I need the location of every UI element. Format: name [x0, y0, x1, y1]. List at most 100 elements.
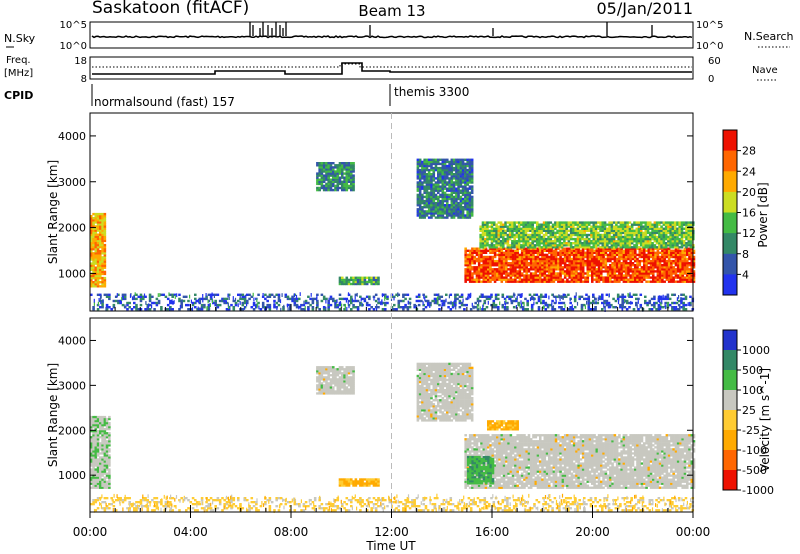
data-cell — [464, 179, 467, 182]
data-cell — [565, 235, 568, 239]
data-cell — [558, 235, 562, 239]
data-cell — [692, 262, 696, 265]
data-cell — [430, 183, 433, 186]
data-cell — [325, 168, 328, 171]
data-cell — [408, 306, 412, 309]
data-cell — [653, 233, 657, 237]
data-cell — [421, 164, 424, 168]
colorbar-swatch — [723, 253, 737, 275]
data-cell — [434, 212, 438, 215]
data-cell — [502, 223, 505, 226]
data-cell — [594, 308, 597, 311]
data-cell — [505, 268, 508, 271]
data-cell — [549, 233, 553, 237]
ground-scatter-cell — [134, 292, 136, 297]
data-cell — [452, 204, 456, 207]
data-cell — [534, 280, 538, 283]
data-cell — [686, 268, 689, 271]
data-cell — [99, 215, 102, 218]
data-cell — [560, 221, 564, 224]
data-cell — [347, 180, 351, 183]
ground-scatter-cell — [328, 297, 330, 302]
data-cell — [496, 247, 499, 250]
data-cell — [442, 299, 446, 303]
data-cell — [646, 227, 650, 230]
data-cell — [162, 293, 165, 296]
data-cell — [416, 201, 420, 205]
data-cell — [606, 240, 609, 243]
colorbar-tick-label: 20 — [742, 186, 756, 199]
data-cell — [417, 293, 421, 296]
data-cell — [676, 229, 679, 232]
data-cell — [464, 276, 467, 279]
data-cell — [597, 280, 601, 283]
data-cell — [198, 301, 202, 305]
data-cell — [680, 237, 684, 241]
data-cell — [653, 227, 657, 230]
data-cell — [615, 221, 618, 224]
data-cell — [593, 257, 596, 261]
data-cell — [653, 295, 656, 298]
data-cell — [583, 246, 587, 249]
data-cell — [689, 244, 693, 247]
data-cell — [581, 246, 584, 249]
data-cell — [676, 237, 679, 241]
data-cell — [450, 177, 454, 180]
data-cell — [452, 177, 456, 180]
data-cell — [610, 229, 614, 232]
data-cell — [588, 253, 592, 257]
data-cell — [538, 229, 541, 232]
ground-scatter-cell — [133, 294, 135, 299]
data-cell — [338, 303, 342, 307]
data-cell — [320, 168, 324, 171]
data-cell — [343, 184, 346, 188]
data-cell — [434, 195, 438, 199]
data-cell — [602, 262, 605, 265]
data-cell — [511, 274, 515, 277]
data-cell — [443, 179, 447, 182]
data-cell — [468, 204, 472, 207]
data-cell — [618, 274, 621, 277]
data-cell — [430, 197, 433, 201]
data-cell — [585, 242, 589, 245]
data-cell — [511, 249, 515, 252]
data-cell — [529, 251, 533, 254]
data-cell — [621, 301, 624, 305]
data-cell — [578, 233, 582, 237]
data-cell — [636, 253, 639, 257]
data-cell — [517, 231, 521, 235]
data-cell — [466, 189, 469, 192]
data-cell — [638, 247, 642, 250]
ground-scatter-cell — [390, 297, 393, 301]
data-cell — [504, 225, 507, 228]
data-cell — [466, 177, 469, 180]
data-cell — [671, 233, 675, 237]
data-cell — [441, 181, 445, 184]
data-cell — [664, 229, 668, 232]
data-cell — [612, 229, 616, 232]
data-cell — [502, 253, 506, 257]
data-cell — [548, 268, 551, 271]
data-cell — [593, 255, 596, 259]
data-cell — [194, 297, 197, 301]
data-cell — [624, 247, 628, 250]
data-cell — [629, 253, 632, 257]
data-cell — [640, 266, 644, 269]
data-cell — [557, 278, 560, 281]
data-cell — [505, 276, 508, 279]
data-cell — [526, 242, 530, 245]
data-cell — [541, 262, 544, 265]
data-cell — [524, 244, 528, 247]
data-cell — [673, 231, 677, 235]
data-cell — [542, 223, 546, 226]
data-cell — [450, 195, 454, 199]
ground-scatter-cell — [199, 307, 201, 312]
y-tick-label: 1000 — [58, 267, 86, 280]
data-cell — [575, 274, 578, 277]
data-cell — [443, 199, 447, 203]
data-cell — [480, 255, 483, 259]
data-cell — [664, 297, 667, 301]
data-cell — [536, 255, 540, 259]
data-cell — [634, 270, 637, 273]
data-cell — [425, 162, 429, 166]
